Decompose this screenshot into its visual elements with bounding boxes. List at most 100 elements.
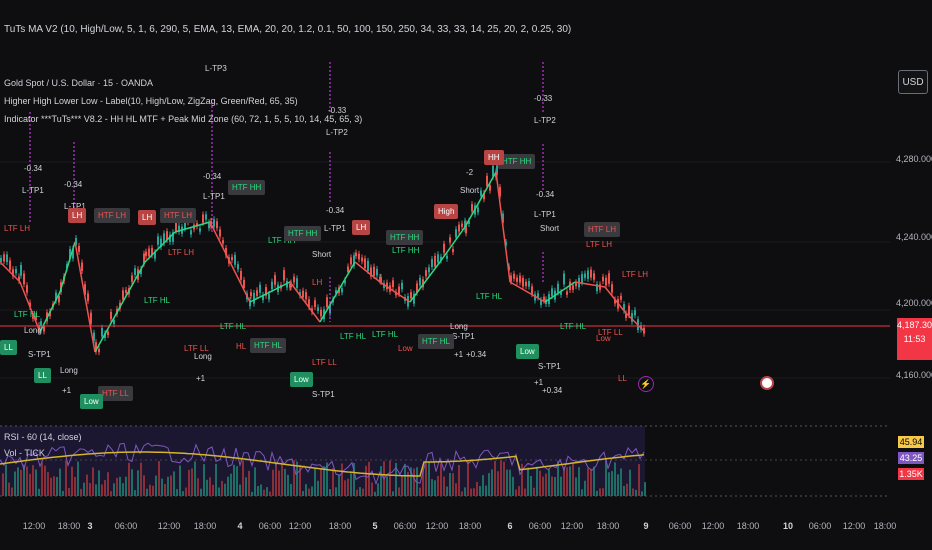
- candle: [419, 277, 421, 286]
- time-label: 18:00: [458, 521, 482, 531]
- candle: [461, 223, 463, 227]
- volume-bar: [314, 467, 316, 496]
- candle: [293, 276, 295, 283]
- marker-short: Short: [460, 186, 480, 195]
- candle: [271, 281, 273, 290]
- candle: [602, 276, 604, 282]
- volume-bar: [464, 487, 466, 496]
- candle: [551, 288, 553, 296]
- zigzag-segment: [94, 261, 146, 353]
- candle: [449, 237, 451, 243]
- us-flag-icon[interactable]: [760, 376, 774, 390]
- volume-bar: [491, 469, 493, 496]
- time-label: 18:00: [736, 521, 760, 531]
- volume-bar: [404, 463, 406, 496]
- rsi-legend[interactable]: RSI - 60 (14, close): [4, 432, 82, 442]
- label-ltf-lh: LTF LH: [4, 224, 31, 233]
- candle: [240, 270, 242, 280]
- candle: [528, 280, 530, 287]
- candle: [274, 275, 276, 285]
- price-label: 4,200.000: [896, 298, 932, 308]
- zigzag-segment: [409, 261, 441, 303]
- candle: [122, 290, 124, 300]
- volume-bar: [620, 468, 622, 496]
- volume-bar: [137, 470, 139, 496]
- volume-bar: [332, 468, 334, 496]
- volume-bar: [401, 475, 403, 496]
- marker-ltp2: L-TP2: [534, 116, 556, 125]
- volume-bar: [419, 487, 421, 496]
- candle: [166, 231, 168, 240]
- symbol-legend[interactable]: Gold Spot / U.S. Dollar · 15 · OANDA: [4, 78, 154, 88]
- candle: [308, 299, 310, 307]
- main-chart[interactable]: Gold Spot / U.S. Dollar · 15 · OANDA Hig…: [0, 52, 890, 422]
- indicator-legend-hhll[interactable]: Higher High Lower Low - Label(10, High/L…: [4, 96, 298, 106]
- candle: [483, 193, 485, 200]
- candlestick-canvas[interactable]: [0, 52, 890, 422]
- candle: [341, 288, 343, 293]
- candle: [222, 240, 224, 244]
- volume-bar: [578, 467, 580, 496]
- label-htf-lh: HTF LH: [160, 208, 196, 223]
- zigzag-segment: [439, 226, 466, 263]
- volume-bar: [230, 473, 232, 496]
- bar-countdown: 11:53: [903, 334, 926, 344]
- zigzag-segment: [495, 171, 511, 283]
- time-label: 18:00: [873, 521, 897, 531]
- volume-bar: [134, 490, 136, 496]
- candle: [401, 282, 403, 290]
- candle: [537, 293, 539, 298]
- zigzag-line: [0, 62, 646, 353]
- volume-bar: [377, 483, 379, 496]
- indicator-title[interactable]: TuTs MA V2 (10, High/Low, 5, 1, 6, 290, …: [4, 24, 572, 35]
- candle: [18, 276, 20, 281]
- time-axis[interactable]: 12:00 18:00 3 06:00 12:00 18:00 4 06:00 12:00 18:…: [0, 505, 897, 550]
- volume-bar: [215, 463, 217, 496]
- candle: [486, 175, 488, 187]
- candle: [49, 311, 51, 317]
- marker-stp1: S-TP1: [28, 350, 51, 359]
- candle: [510, 275, 512, 282]
- time-label: 3: [87, 521, 93, 531]
- candle: [584, 273, 586, 278]
- volume-bar: [626, 483, 628, 496]
- volume-bar: [353, 462, 355, 496]
- volume-bar: [239, 484, 241, 496]
- label-ll: LL: [618, 374, 627, 383]
- candle: [12, 269, 14, 277]
- candle: [302, 290, 304, 298]
- volume-bar: [347, 478, 349, 496]
- marker-ltp1: L-TP1: [203, 192, 225, 201]
- candle: [557, 283, 559, 293]
- candle: [151, 247, 153, 256]
- candle: [20, 264, 22, 276]
- candle: [72, 248, 74, 259]
- label-htf-hh: HTF HH: [284, 226, 322, 241]
- candle: [522, 278, 524, 287]
- volume-bar: [281, 460, 283, 496]
- indicator-legend-tuts[interactable]: Indicator ***TuTs*** V8.2 - HH HL MTF + …: [4, 114, 363, 124]
- volume-bar: [44, 465, 46, 496]
- volume-bar: [359, 487, 361, 496]
- candle: [581, 274, 583, 283]
- volume-bar: [623, 485, 625, 496]
- candle: [262, 294, 264, 301]
- time-label: 06:00: [808, 521, 832, 531]
- marker-value: -0.33: [328, 106, 347, 115]
- volume-bar: [182, 491, 184, 496]
- candle: [480, 190, 482, 196]
- volume-bar: [590, 469, 592, 496]
- vol-legend[interactable]: Vol - TICK: [4, 448, 45, 458]
- marker-value: -0.34: [536, 190, 555, 199]
- volume-bar: [101, 484, 103, 496]
- rsi-pane[interactable]: RSI - 60 (14, close) Vol - TICK: [0, 420, 890, 502]
- candle: [605, 277, 607, 286]
- price-scale[interactable]: 4,280.000 4,240.000 4,200.000 4,160.000: [890, 52, 932, 502]
- candle: [290, 282, 292, 288]
- lightning-icon[interactable]: ⚡: [638, 376, 654, 392]
- time-label: 12:00: [288, 521, 312, 531]
- volume-value: 1.35K: [898, 468, 924, 480]
- label-htf-hh: HTF HH: [228, 180, 266, 195]
- currency-button[interactable]: USD: [898, 70, 928, 94]
- candle: [593, 273, 595, 280]
